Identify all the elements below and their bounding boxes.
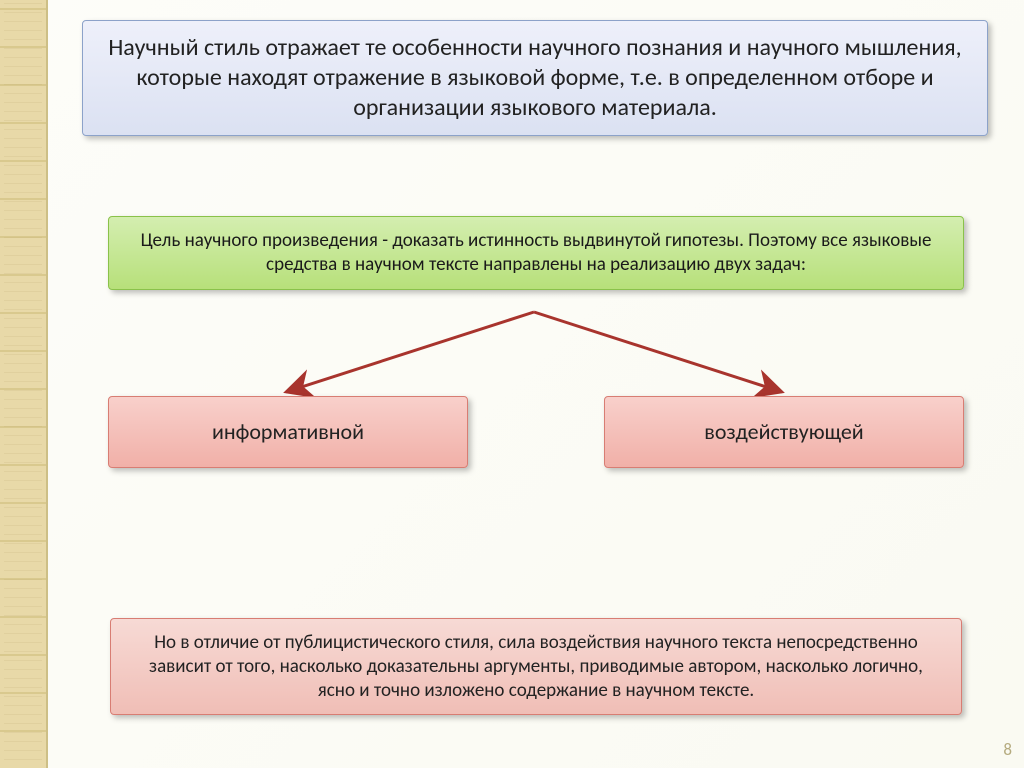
arrow-left	[286, 312, 534, 392]
task-impact-text: воздействующей	[704, 418, 863, 445]
task-impact-box: воздействующей	[604, 396, 964, 468]
page-number: 8	[1003, 739, 1012, 760]
slide-content: Научный стиль отражает те особенности на…	[48, 0, 1024, 768]
intro-box: Научный стиль отражает те особенности на…	[82, 20, 988, 136]
intro-text: Научный стиль отражает те особенности на…	[108, 33, 961, 122]
task-informative-text: информативной	[212, 418, 364, 445]
goal-box: Цель научного произведения - доказать ис…	[108, 216, 964, 290]
arrow-right	[534, 312, 782, 392]
footer-note-text: Но в отличие от публицистического стиля,…	[149, 631, 923, 702]
footer-note-box: Но в отличие от публицистического стиля,…	[110, 618, 962, 715]
goal-text: Цель научного произведения - доказать ис…	[141, 229, 932, 276]
task-informative-box: информативной	[108, 396, 468, 468]
decorative-left-border	[0, 0, 48, 768]
